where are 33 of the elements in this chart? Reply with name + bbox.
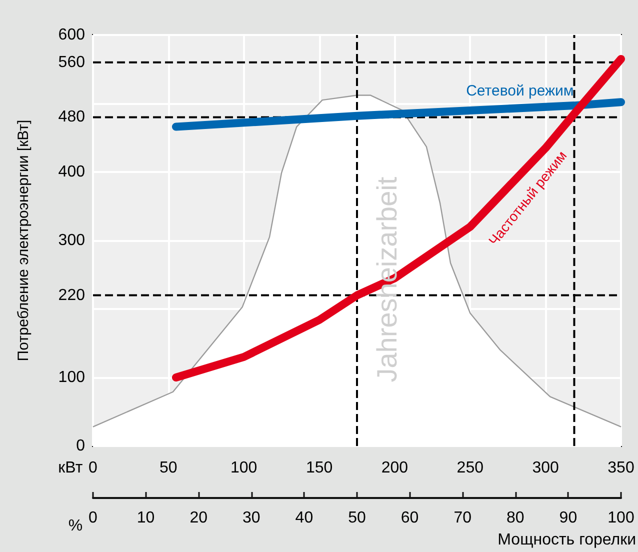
y-tick-label: 300 — [58, 232, 86, 249]
series-label: Jahresheizarbeit — [372, 176, 403, 382]
x2-tick-label: 50 — [348, 510, 366, 526]
x-tick-label: 100 — [230, 460, 258, 476]
y-tick-label: 600 — [58, 26, 86, 44]
x-tick-label: 250 — [456, 460, 484, 476]
x2-tick-label: 40 — [295, 510, 314, 526]
x-axis-title: кВт — [58, 460, 84, 476]
y-tick-label: 100 — [58, 369, 86, 386]
x2-tick-label: 100 — [608, 510, 634, 526]
x2-tick-label: 10 — [136, 510, 155, 526]
y-axis-title: Потребление электроэнергии [кВт] — [15, 120, 32, 362]
x-tick-label: 0 — [88, 460, 98, 476]
x2-tick-label: 20 — [190, 510, 208, 526]
x2-tick-label: 30 — [242, 510, 260, 526]
x2-tick-label: 90 — [559, 510, 578, 526]
ref-line-label: 480 — [58, 108, 86, 126]
series-label: Сетевой режим — [466, 82, 574, 100]
ref-line-label: 220 — [58, 286, 86, 304]
text: Мощность горелки — [498, 532, 636, 548]
x-tick-label: 300 — [532, 460, 560, 476]
x2-tick-label: 60 — [400, 510, 419, 526]
x2-tick-label: 80 — [506, 510, 524, 526]
x-tick-label: 350 — [608, 460, 634, 476]
y-tick-label: 400 — [58, 164, 86, 180]
x2-tick-label: 70 — [454, 510, 472, 526]
x2-axis-title: % — [68, 518, 83, 534]
x-tick-label: 150 — [306, 460, 333, 476]
ref-line-label: 560 — [58, 54, 86, 71]
x-tick-label: 200 — [381, 460, 408, 476]
x-tick-label: 50 — [160, 460, 178, 476]
x2-tick-label: 0 — [88, 510, 98, 526]
y-tick-label: 0 — [76, 438, 86, 454]
